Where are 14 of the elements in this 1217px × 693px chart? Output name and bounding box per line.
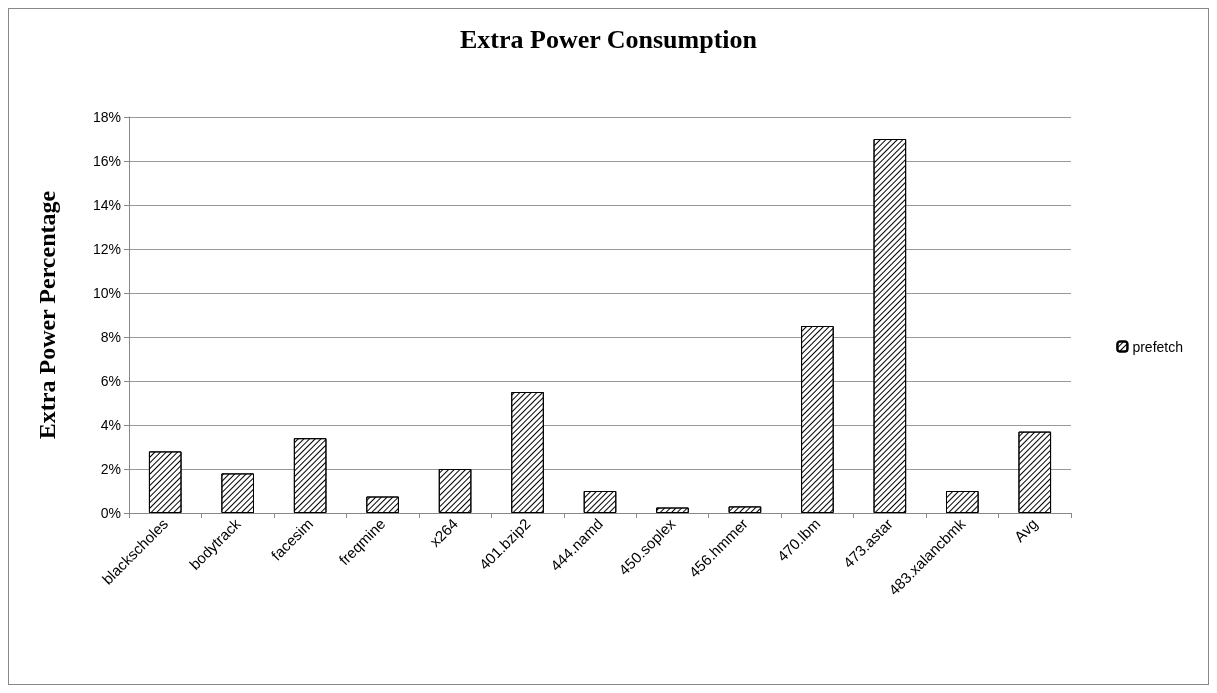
- y-tick-label: 6%: [100, 373, 121, 389]
- legend-label: prefetch: [1132, 338, 1184, 355]
- y-tick-label: 14%: [92, 197, 121, 213]
- y-tick-label: 0%: [100, 505, 121, 521]
- y-tick-label: 4%: [100, 417, 121, 433]
- y-tick-label: 8%: [100, 329, 121, 345]
- y-tick-label: 12%: [92, 241, 121, 257]
- y-tick-label: 18%: [92, 109, 121, 125]
- y-tick-label: 2%: [100, 461, 121, 477]
- x-tick-label: Avg: [1010, 514, 1041, 546]
- y-tick-label: 16%: [92, 153, 121, 169]
- y-tick-label: 10%: [92, 285, 121, 301]
- chart-title: Extra Power Consumption: [459, 24, 758, 54]
- y-axis-title: Extra Power Percentage: [34, 190, 60, 440]
